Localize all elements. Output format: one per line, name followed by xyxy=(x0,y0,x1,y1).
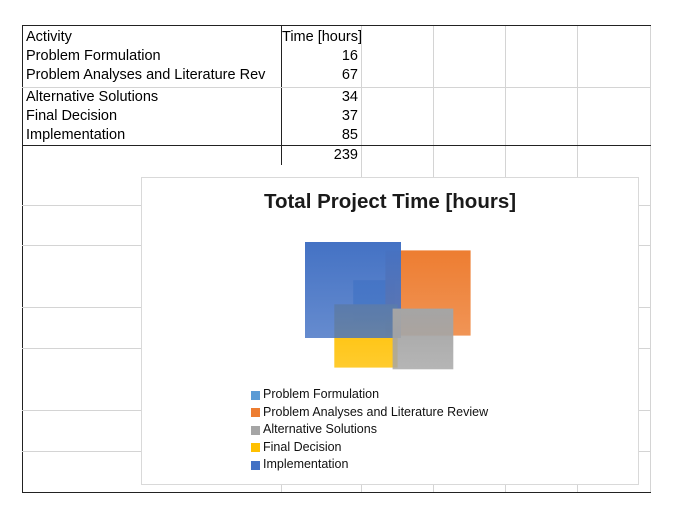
chart-marker[interactable] xyxy=(392,308,454,370)
grid-line xyxy=(22,145,651,146)
chart-plot[interactable] xyxy=(142,178,638,484)
time-cell[interactable]: 34 xyxy=(341,89,358,105)
legend-label: Final Decision xyxy=(263,439,342,454)
legend-swatch xyxy=(251,425,260,435)
legend-item[interactable]: Implementation xyxy=(251,456,488,474)
chart-area[interactable]: Total Project Time [hours] Problem Formu… xyxy=(141,177,639,485)
grid-line xyxy=(22,245,141,246)
legend-swatch xyxy=(251,460,260,470)
grid-line xyxy=(361,25,362,177)
grid-line xyxy=(22,451,141,452)
legend-label: Implementation xyxy=(263,457,349,471)
chart-title[interactable]: Total Project Time [hours] xyxy=(263,190,517,213)
grid-line xyxy=(22,87,651,88)
time-cell[interactable]: 16 xyxy=(341,48,358,64)
legend-item[interactable]: Alternative Solutions xyxy=(251,421,488,439)
grid-line xyxy=(577,25,578,177)
grid-line xyxy=(361,485,362,493)
grid-line xyxy=(433,485,434,493)
activity-cell[interactable]: Problem Analyses and Literature Rev xyxy=(26,67,266,83)
grid-line xyxy=(433,25,434,177)
header-time-cell[interactable]: Time [hours] xyxy=(282,29,363,45)
legend-item[interactable]: Final Decision xyxy=(251,439,488,457)
activity-cell[interactable]: Problem Formulation xyxy=(26,48,161,64)
grid-line xyxy=(22,307,141,308)
activity-cell[interactable]: Implementation xyxy=(26,127,126,143)
legend-item[interactable]: Problem Analyses and Literature Review xyxy=(251,404,488,422)
grid-line xyxy=(639,451,651,452)
header-activity-cell[interactable]: Activity xyxy=(26,29,72,45)
grid-line xyxy=(650,25,651,493)
legend-item[interactable]: Problem Formulation xyxy=(251,386,488,404)
grid-line xyxy=(22,492,651,493)
legend-label: Alternative Solutions xyxy=(263,422,377,436)
time-cell[interactable]: 67 xyxy=(341,67,358,83)
activity-cell[interactable]: Alternative Solutions xyxy=(26,89,159,105)
activity-cell[interactable]: Final Decision xyxy=(26,108,118,124)
grid-line xyxy=(639,307,651,308)
grid-line xyxy=(639,205,651,206)
grid-line xyxy=(22,25,23,493)
grid-line xyxy=(505,25,506,177)
grid-line xyxy=(577,485,578,493)
grid-line xyxy=(22,348,141,349)
grid-line xyxy=(22,205,141,206)
grid-line xyxy=(22,410,141,411)
legend-swatch xyxy=(251,390,260,400)
grid-line xyxy=(22,25,651,26)
grid-line xyxy=(505,485,506,493)
legend-swatch xyxy=(251,408,260,417)
legend-label: Problem Formulation xyxy=(263,387,380,401)
chart-legend[interactable]: Problem Formulation Problem Analyses and … xyxy=(251,386,488,474)
grid-line xyxy=(639,348,651,349)
legend-label: Problem Analyses and Literature Review xyxy=(263,404,489,419)
time-cell[interactable]: 85 xyxy=(341,127,358,143)
grid-line xyxy=(639,245,651,246)
legend-swatch xyxy=(251,443,260,452)
total-cell[interactable]: 239 xyxy=(333,147,358,163)
grid-line xyxy=(639,410,651,411)
grid-line xyxy=(281,25,282,165)
grid-line xyxy=(281,485,282,493)
time-cell[interactable]: 37 xyxy=(341,108,358,124)
chart-marker[interactable] xyxy=(305,242,401,338)
